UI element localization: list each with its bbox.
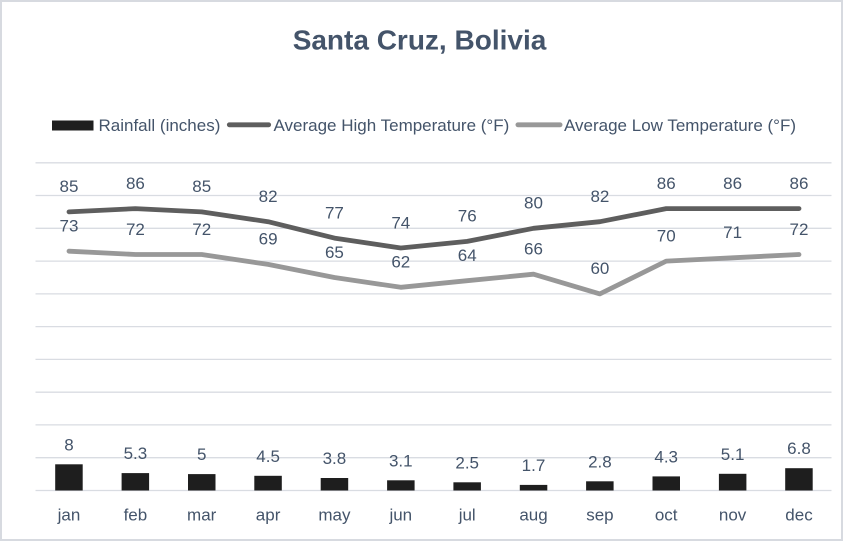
svg-text:6.8: 6.8 [787,439,811,458]
svg-text:5.3: 5.3 [124,444,148,463]
svg-text:86: 86 [790,174,809,193]
svg-text:74: 74 [391,213,410,232]
svg-text:76: 76 [458,207,477,226]
svg-text:aug: aug [519,506,547,525]
svg-text:65: 65 [325,243,344,262]
svg-text:Rainfall (inches): Rainfall (inches) [99,116,221,135]
svg-text:82: 82 [259,187,278,206]
svg-text:oct: oct [655,506,678,525]
svg-text:apr: apr [256,506,281,525]
svg-text:86: 86 [657,174,676,193]
svg-text:may: may [318,506,351,525]
svg-text:62: 62 [391,253,410,272]
svg-text:2.8: 2.8 [588,452,612,471]
svg-text:73: 73 [60,217,79,236]
svg-text:Average Low Temperature (°F): Average Low Temperature (°F) [564,116,796,135]
svg-text:8: 8 [64,435,73,454]
svg-text:60: 60 [590,259,609,278]
svg-text:86: 86 [723,174,742,193]
svg-text:71: 71 [723,223,742,242]
svg-text:mar: mar [187,506,217,525]
svg-text:nov: nov [719,506,747,525]
svg-text:jan: jan [57,506,81,525]
svg-text:feb: feb [124,506,148,525]
svg-text:70: 70 [657,226,676,245]
svg-text:dec: dec [785,506,813,525]
svg-text:85: 85 [60,177,79,196]
svg-text:66: 66 [524,240,543,259]
svg-text:85: 85 [192,177,211,196]
svg-text:69: 69 [259,230,278,249]
svg-text:Santa Cruz, Bolivia: Santa Cruz, Bolivia [293,24,547,55]
svg-text:4.5: 4.5 [256,447,280,466]
svg-text:72: 72 [126,220,145,239]
svg-text:5.1: 5.1 [721,445,745,464]
svg-text:sep: sep [586,506,613,525]
svg-text:77: 77 [325,203,344,222]
svg-text:jul: jul [458,506,476,525]
svg-text:80: 80 [524,194,543,213]
svg-text:jun: jun [388,506,412,525]
svg-text:5: 5 [197,445,206,464]
svg-text:72: 72 [192,220,211,239]
svg-text:1.7: 1.7 [522,456,546,475]
svg-text:2.5: 2.5 [455,453,479,472]
svg-text:3.8: 3.8 [323,449,347,468]
svg-text:64: 64 [458,246,477,265]
svg-text:86: 86 [126,174,145,193]
svg-text:72: 72 [790,220,809,239]
svg-text:82: 82 [590,187,609,206]
svg-text:Average High Temperature (°F): Average High Temperature (°F) [274,116,510,135]
svg-text:3.1: 3.1 [389,451,413,470]
svg-text:4.3: 4.3 [654,447,678,466]
